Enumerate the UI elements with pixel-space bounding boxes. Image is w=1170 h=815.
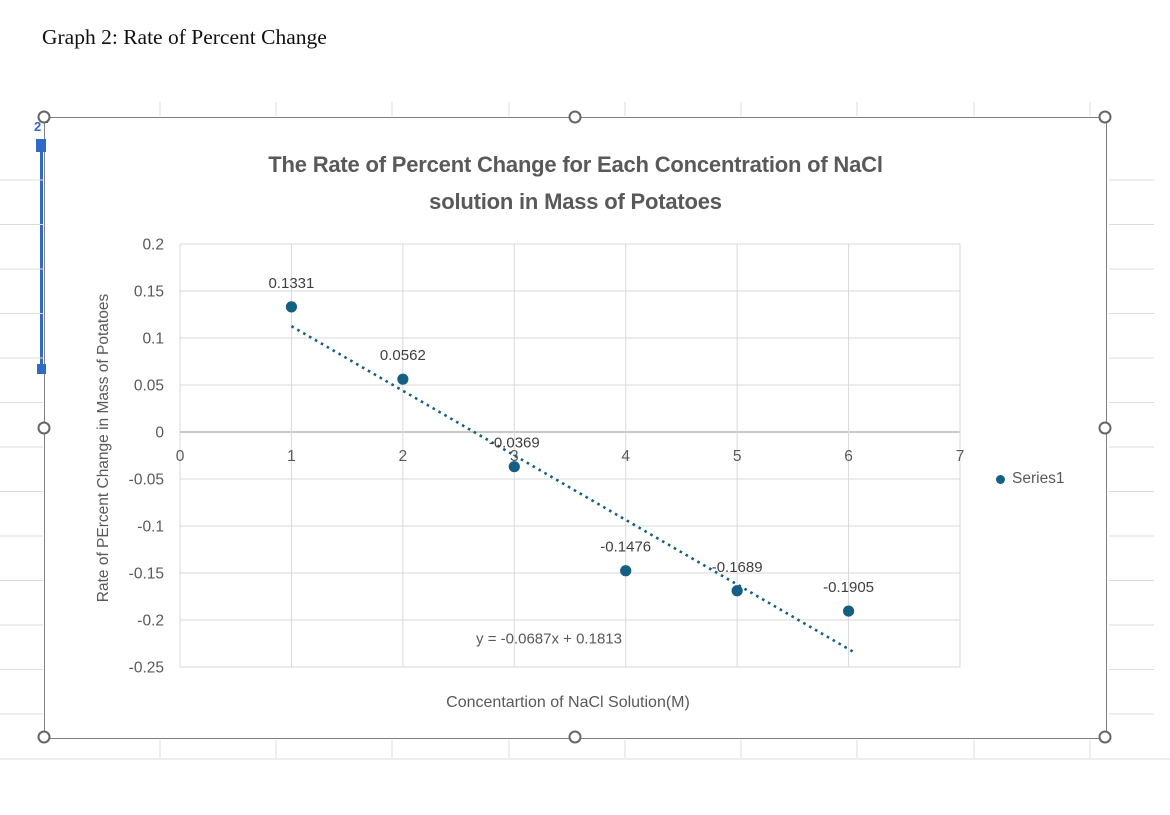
data-point[interactable]	[397, 373, 409, 385]
x-tick-label[interactable]: 7	[956, 448, 965, 465]
y-tick-label[interactable]: -0.05	[129, 472, 164, 489]
data-label[interactable]: -0.1476	[600, 539, 651, 556]
y-tick-label[interactable]: 0.2	[142, 237, 164, 254]
clipped-cell-text: 2	[34, 119, 42, 134]
document-heading: Graph 2: Rate of Percent Change	[42, 25, 327, 49]
data-label[interactable]: -0.1689	[712, 559, 763, 576]
x-tick-label[interactable]: 1	[287, 448, 296, 465]
legend-marker-icon	[996, 474, 1005, 484]
data-point[interactable]	[731, 585, 743, 597]
data-label[interactable]: -0.1905	[823, 579, 874, 596]
data-point[interactable]	[285, 301, 298, 313]
x-tick-label[interactable]: 6	[844, 448, 853, 465]
chart-title[interactable]: The Rate of Percent Change for Each Conc…	[44, 146, 1107, 220]
y-axis-title[interactable]: Rate of PErcent Change in Mass of Potato…	[95, 293, 112, 603]
x-tick-label[interactable]: 5	[733, 448, 742, 465]
data-label[interactable]: 0.1331	[268, 275, 314, 292]
x-tick-label[interactable]: 3	[510, 448, 519, 465]
data-point[interactable]	[620, 565, 632, 577]
plot-area-border[interactable]	[179, 243, 961, 668]
data-label[interactable]: -0.0369	[489, 435, 540, 452]
range-highlight-handle-top[interactable]	[36, 139, 46, 152]
chart-object[interactable]	[44, 117, 1107, 739]
legend-series-label: Series1	[1012, 470, 1065, 487]
data-label[interactable]: 0.0562	[380, 347, 426, 364]
y-tick-label[interactable]: -0.1	[137, 519, 164, 536]
chart-title-line1: The Rate of Percent Change for Each Conc…	[268, 152, 883, 177]
x-axis-title[interactable]: Concentartion of NaCl Solution(M)	[446, 694, 690, 711]
x-tick-label[interactable]: 4	[621, 448, 630, 465]
y-tick-label[interactable]: -0.15	[129, 566, 164, 583]
data-point[interactable]	[842, 605, 855, 617]
y-tick-label[interactable]: 0.1	[142, 331, 164, 348]
y-tick-label[interactable]: 0.05	[134, 378, 164, 395]
y-tick-label[interactable]: -0.25	[129, 660, 164, 677]
range-highlight-border	[40, 152, 43, 364]
y-tick-label[interactable]: 0.15	[134, 284, 164, 301]
legend[interactable]: Series1	[996, 470, 1065, 488]
x-tick-label[interactable]: 2	[399, 448, 408, 465]
data-point[interactable]	[508, 461, 520, 473]
trendline[interactable]	[290, 325, 855, 654]
y-tick-label[interactable]: 0	[155, 425, 164, 442]
y-tick-label[interactable]: -0.2	[137, 613, 164, 630]
trendline-equation[interactable]: y = -0.0687x + 0.1813	[476, 630, 622, 648]
x-tick-label[interactable]: 0	[176, 448, 185, 465]
range-highlight-handle-bottom[interactable]	[37, 364, 46, 374]
chart-title-line2: solution in Mass of Potatoes	[429, 189, 722, 214]
